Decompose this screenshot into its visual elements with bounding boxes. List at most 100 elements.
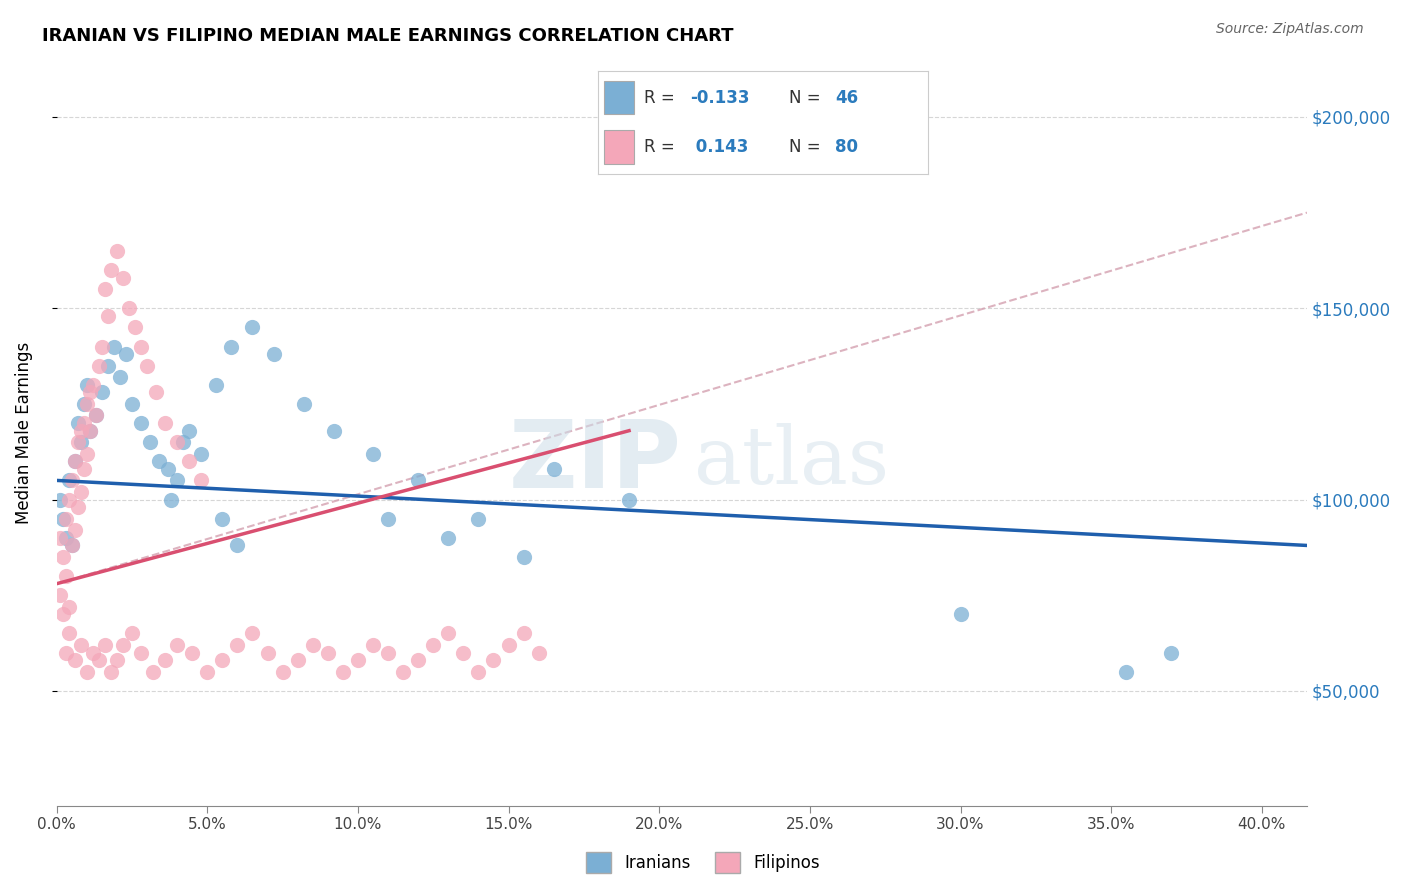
Point <box>121 397 143 411</box>
Point <box>512 626 534 640</box>
Point <box>60 474 83 488</box>
Point <box>179 454 201 468</box>
Point <box>377 646 399 660</box>
Point <box>256 646 278 660</box>
Point <box>322 424 344 438</box>
Point <box>153 416 176 430</box>
Point <box>437 626 460 640</box>
Point <box>512 549 534 564</box>
Point <box>437 531 460 545</box>
Y-axis label: Median Male Earnings: Median Male Earnings <box>15 342 32 524</box>
Point <box>949 607 972 622</box>
Point <box>181 646 204 660</box>
Point <box>287 653 309 667</box>
Point <box>301 638 323 652</box>
Point <box>66 500 89 515</box>
Point <box>63 454 86 468</box>
Text: 46: 46 <box>835 88 859 106</box>
Point <box>332 665 354 679</box>
Point <box>190 447 212 461</box>
Point <box>226 638 249 652</box>
Point <box>84 409 107 423</box>
Point <box>82 377 104 392</box>
Point <box>166 474 188 488</box>
Point <box>392 665 415 679</box>
Point <box>76 447 98 461</box>
Point <box>316 646 339 660</box>
Point <box>467 511 489 525</box>
Point <box>63 523 86 537</box>
Point <box>226 538 249 552</box>
Point <box>82 646 104 660</box>
Point <box>58 492 80 507</box>
Point <box>69 638 91 652</box>
Point <box>242 626 264 640</box>
Point <box>111 638 134 652</box>
Point <box>211 511 233 525</box>
Point <box>221 339 243 353</box>
Point <box>347 653 370 667</box>
Point <box>66 416 89 430</box>
Point <box>76 377 98 392</box>
Point <box>166 435 188 450</box>
Point <box>105 244 128 258</box>
Point <box>69 484 91 499</box>
Point <box>136 359 159 373</box>
Text: atlas: atlas <box>695 424 890 501</box>
Point <box>73 416 96 430</box>
Point <box>142 665 165 679</box>
Bar <box>605 80 634 114</box>
Point <box>94 282 117 296</box>
Point <box>292 397 315 411</box>
Point <box>498 638 520 652</box>
Point <box>124 320 146 334</box>
Point <box>55 511 77 525</box>
Point <box>139 435 162 450</box>
Point <box>172 435 194 450</box>
Point <box>58 474 80 488</box>
Point <box>100 665 122 679</box>
Point <box>97 359 120 373</box>
Point <box>84 409 107 423</box>
Point <box>195 665 218 679</box>
Point <box>129 416 152 430</box>
Legend: Iranians, Filipinos: Iranians, Filipinos <box>579 846 827 880</box>
Point <box>211 653 233 667</box>
Point <box>108 370 131 384</box>
Point <box>453 646 475 660</box>
Point <box>160 492 183 507</box>
Point <box>79 424 101 438</box>
Text: N =: N = <box>789 88 827 106</box>
Point <box>406 653 429 667</box>
Text: R =: R = <box>644 137 681 156</box>
Point <box>55 569 77 583</box>
Point <box>1115 665 1137 679</box>
Point <box>73 462 96 476</box>
Point <box>422 638 444 652</box>
Point <box>94 638 117 652</box>
Point <box>129 339 152 353</box>
Point <box>63 653 86 667</box>
Point <box>118 301 141 316</box>
Point <box>60 538 83 552</box>
Point <box>242 320 264 334</box>
Point <box>148 454 170 468</box>
Point <box>543 462 565 476</box>
Point <box>76 397 98 411</box>
Point <box>60 538 83 552</box>
Point <box>263 347 285 361</box>
Point <box>52 607 75 622</box>
Text: 0.143: 0.143 <box>690 137 748 156</box>
Text: R =: R = <box>644 88 681 106</box>
Text: IRANIAN VS FILIPINO MEDIAN MALE EARNINGS CORRELATION CHART: IRANIAN VS FILIPINO MEDIAN MALE EARNINGS… <box>42 27 734 45</box>
Point <box>90 339 112 353</box>
Point <box>48 492 70 507</box>
Point <box>129 646 152 660</box>
Point <box>111 270 134 285</box>
Point <box>58 626 80 640</box>
Point <box>100 263 122 277</box>
Point <box>73 397 96 411</box>
Point <box>527 646 550 660</box>
Text: 80: 80 <box>835 137 859 156</box>
Point <box>190 474 212 488</box>
